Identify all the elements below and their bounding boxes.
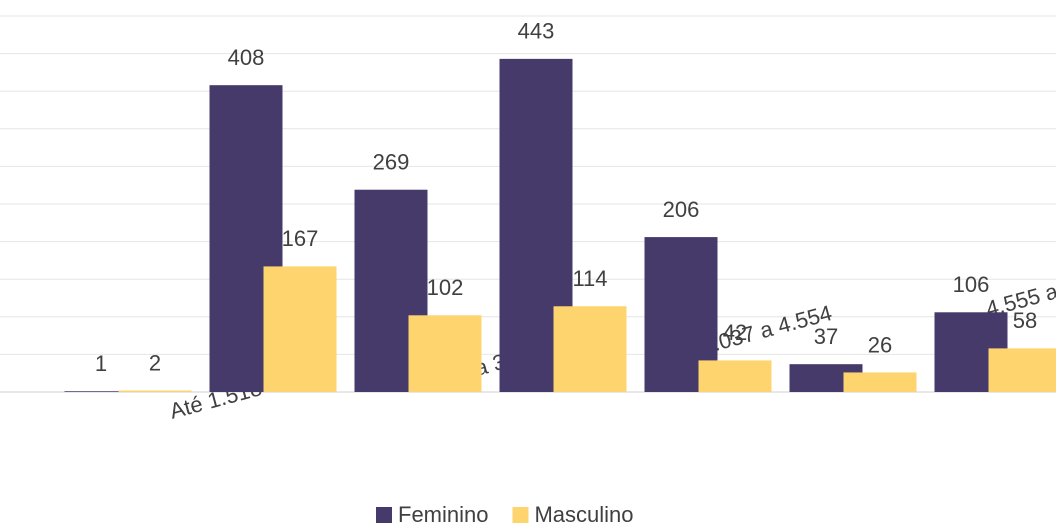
- data-label: 269: [373, 150, 410, 175]
- bar: [698, 360, 772, 392]
- data-label: 102: [427, 275, 464, 300]
- bar: [263, 266, 337, 392]
- data-label: 114: [572, 266, 607, 291]
- data-label: 2: [149, 350, 161, 375]
- legend-label: Feminino: [398, 502, 488, 525]
- data-label: 26: [868, 332, 892, 357]
- data-label: 167: [282, 226, 319, 251]
- bar: [988, 348, 1056, 392]
- data-label: 443: [518, 19, 555, 44]
- data-label: 37: [814, 324, 838, 349]
- data-label: 1: [95, 351, 107, 376]
- data-label: 408: [228, 45, 265, 70]
- data-label: 206: [663, 197, 700, 222]
- data-label: 42: [723, 320, 747, 345]
- data-label: 106: [953, 272, 990, 297]
- data-label: 58: [1013, 308, 1037, 333]
- legend-label: Masculino: [534, 502, 633, 525]
- bar: [118, 390, 192, 392]
- bar: [64, 391, 138, 392]
- bar: [843, 372, 917, 392]
- legend-swatch: [512, 507, 529, 523]
- bar: [553, 306, 627, 392]
- bar: [408, 315, 482, 392]
- legend-swatch: [376, 507, 392, 523]
